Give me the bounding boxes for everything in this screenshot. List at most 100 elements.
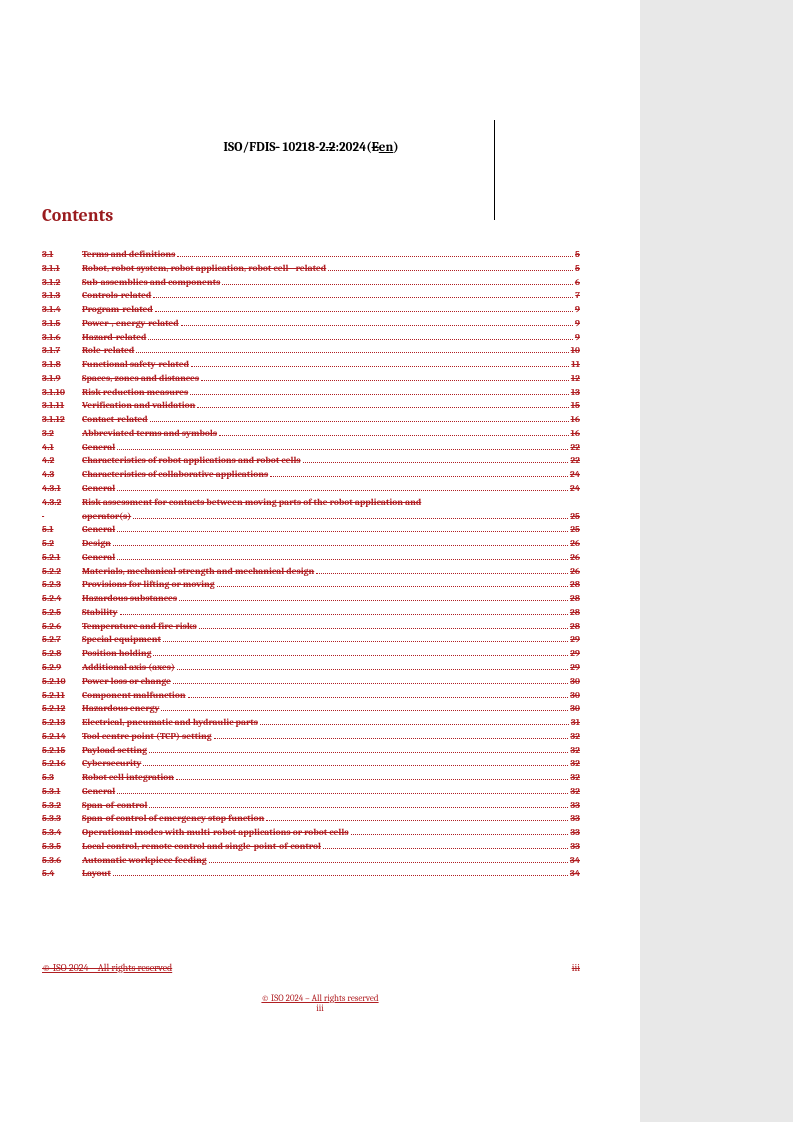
- toc-entry: 5.3Robot cell integration32: [42, 771, 580, 785]
- toc-entry: 4.3Characteristics of collaborative appl…: [42, 468, 580, 482]
- toc-number: 5.2.15: [42, 744, 82, 758]
- toc-page: 30: [570, 689, 580, 703]
- toc-entry: 5.2Design26: [42, 537, 580, 551]
- toc-leader: [176, 779, 568, 780]
- document-header: ISO/FDIS- 10218-2.2:2024(Een): [42, 140, 580, 155]
- toc-number: 3.1.2: [42, 276, 82, 290]
- toc-page: 25: [570, 510, 580, 524]
- toc-number: 5.2.7: [42, 633, 82, 647]
- toc-page: 25: [570, 523, 580, 537]
- toc-leader: [153, 297, 573, 298]
- toc-page: 32: [570, 730, 580, 744]
- toc-title: General: [82, 523, 115, 537]
- toc-number: 3.1.11: [42, 399, 82, 413]
- toc-title: Sub-assemblies and components: [82, 276, 220, 290]
- header-mid: 10218-2: [280, 140, 326, 155]
- toc-number: 5.2.11: [42, 689, 82, 703]
- toc-entry: 3.1.4Program-related9: [42, 303, 580, 317]
- toc-entry: 4.3.2Risk assessment for contacts betwee…: [42, 496, 580, 510]
- toc-title: Temperature and fire risks: [82, 620, 197, 634]
- table-of-contents: 3.1Terms and definitions53.1.1Robot, rob…: [42, 248, 580, 881]
- toc-title: Power-, energy-related: [82, 317, 179, 331]
- toc-number: 3.1.4: [42, 303, 82, 317]
- toc-title: Span-of control of emergency stop functi…: [82, 812, 264, 826]
- toc-entry: 3.1.2Sub-assemblies and components6: [42, 276, 580, 290]
- toc-title: Tool centre point (TCP) setting: [82, 730, 212, 744]
- toc-entry: 5.2.13Electrical, pneumatic and hydrauli…: [42, 716, 580, 730]
- toc-leader: [214, 738, 569, 739]
- toc-entry: 4.1General22: [42, 441, 580, 455]
- toc-page: 28: [570, 578, 580, 592]
- toc-entry-cont: operator(s)25: [42, 510, 580, 524]
- toc-leader: [149, 807, 568, 808]
- toc-page: 31: [571, 716, 580, 730]
- toc-page: 7: [575, 289, 580, 303]
- toc-page: 16: [571, 413, 580, 427]
- toc-title: Stability: [82, 606, 118, 620]
- footer-struck: © ISO 2024 – All rights reserved iii: [42, 962, 580, 974]
- toc-entry: 3.1.7Role-related10: [42, 344, 580, 358]
- toc-page: 22: [570, 454, 580, 468]
- header-strike2: .2: [326, 140, 336, 155]
- toc-page: 5: [575, 248, 580, 262]
- toc-title: Spaces, zones and distances: [82, 372, 199, 386]
- toc-entry: 5.3.1General32: [42, 785, 580, 799]
- toc-entry: 3.1.11Verification and validation15: [42, 399, 580, 413]
- toc-page: 12: [571, 372, 580, 386]
- toc-number: 5.2.5: [42, 606, 82, 620]
- document-page: ISO/FDIS- 10218-2.2:2024(Een) Contents 3…: [0, 0, 640, 1122]
- toc-page: 5: [575, 262, 580, 276]
- toc-number: 5.1: [42, 523, 82, 537]
- toc-number: 5.3: [42, 771, 82, 785]
- toc-page: 29: [570, 661, 580, 675]
- header-suffix2: ): [393, 140, 398, 155]
- toc-leader: [117, 449, 568, 450]
- toc-title: Power loss or change: [82, 675, 171, 689]
- header-strike3: E: [372, 140, 379, 155]
- toc-page: 26: [570, 537, 580, 551]
- header-prefix: ISO/FDIS: [223, 140, 275, 155]
- toc-entry: 5.2.2Materials, mechanical strength and …: [42, 565, 580, 579]
- toc-title: Electrical, pneumatic and hydraulic part…: [82, 716, 258, 730]
- toc-leader: [188, 697, 569, 698]
- toc-title: Program-related: [82, 303, 153, 317]
- toc-page: 29: [570, 633, 580, 647]
- toc-page: 28: [570, 606, 580, 620]
- toc-number: 3.1.10: [42, 386, 82, 400]
- toc-number: 3.1: [42, 248, 82, 262]
- toc-page: 9: [575, 317, 580, 331]
- toc-leader: [266, 820, 568, 821]
- toc-page: 30: [570, 702, 580, 716]
- toc-leader: [117, 793, 568, 794]
- toc-entry: 3.1.1Robot, robot system, robot applicat…: [42, 262, 580, 276]
- toc-number: 5.2.14: [42, 730, 82, 744]
- toc-number: 5.2.3: [42, 578, 82, 592]
- toc-entry: 5.3.2Span-of-control33: [42, 799, 580, 813]
- toc-entry: 3.2Abbreviated terms and symbols16: [42, 427, 580, 441]
- toc-leader: [143, 765, 568, 766]
- toc-title: Special equipment: [82, 633, 161, 647]
- toc-leader: [117, 531, 568, 532]
- toc-leader: [303, 462, 569, 463]
- toc-entry: 5.2.14Tool centre point (TCP) setting 32: [42, 730, 580, 744]
- toc-number: 5.3.3: [42, 812, 82, 826]
- toc-leader: [179, 600, 568, 601]
- toc-page: 32: [570, 771, 580, 785]
- toc-number: 5.2.1: [42, 551, 82, 565]
- toc-leader: [173, 683, 568, 684]
- toc-leader: [351, 834, 569, 835]
- toc-leader: [316, 573, 568, 574]
- toc-title: General: [82, 482, 115, 496]
- toc-title: Span-of-control: [82, 799, 147, 813]
- toc-number: 5.4: [42, 867, 82, 881]
- toc-leader: [113, 545, 568, 546]
- toc-entry: 5.2.11Component malfunction30: [42, 689, 580, 703]
- toc-leader: [120, 614, 568, 615]
- toc-entry: 5.2.12Hazardous energy30: [42, 702, 580, 716]
- toc-leader: [150, 421, 569, 422]
- toc-page: 28: [570, 592, 580, 606]
- toc-entry: 5.3.5Local control, remote control and s…: [42, 840, 580, 854]
- toc-entry: 4.3.1General24: [42, 482, 580, 496]
- toc-title: General: [82, 551, 115, 565]
- toc-title: Contact-related: [82, 413, 148, 427]
